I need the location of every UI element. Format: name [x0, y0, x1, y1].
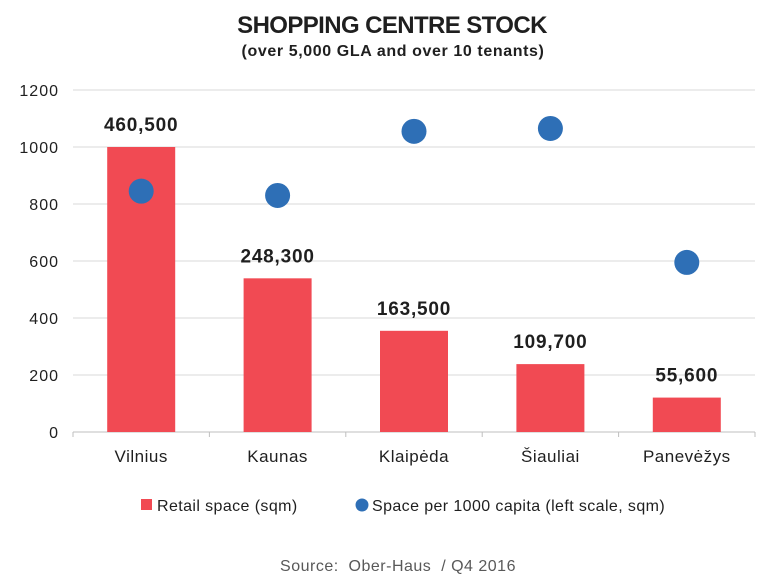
y-tick-label: 1000: [19, 140, 59, 157]
y-tick-label: 400: [29, 311, 59, 328]
data-label-panevezys: 55,600: [655, 366, 718, 387]
bar-kaunas: [243, 278, 312, 432]
dot-klaipeda: [401, 118, 427, 144]
x-axis-tick-labels: Vilnius Kaunas Klaipėda Šiauliai Panevėžys: [115, 447, 731, 466]
retail-space-bars: [107, 147, 721, 432]
chart-title: SHOPPING CENTRE STOCK: [237, 12, 548, 39]
dot-kaunas: [265, 182, 291, 208]
legend-swatch-space-per-capita: [355, 498, 369, 512]
bar-data-labels: 460,500 248,300 163,500 109,700 55,600: [104, 115, 718, 387]
y-axis-tick-labels: 0 200 400 600 800 1000 1200: [19, 83, 59, 442]
dot-vilnius: [128, 178, 154, 204]
x-tick-label-kaunas: Kaunas: [247, 447, 308, 466]
y-tick-label: 1200: [19, 83, 59, 100]
dot-siauliai: [537, 115, 563, 141]
bar-panevezys: [652, 397, 721, 432]
y-tick-label: 200: [29, 368, 59, 385]
data-label-kaunas: 248,300: [240, 246, 314, 267]
x-axis: [72, 431, 756, 437]
x-tick-label-panevezys: Panevėžys: [643, 447, 731, 466]
legend-swatch-retail-space: [141, 499, 152, 510]
legend-label-space-per-capita: Space per 1000 capita (left scale, sqm): [372, 498, 665, 515]
bar-siauliai: [516, 364, 585, 432]
space-per-capita-dots: [128, 115, 700, 275]
chart-subtitle: (over 5,000 GLA and over 10 tenants): [242, 43, 545, 60]
x-tick-label-klaipeda: Klaipėda: [379, 447, 449, 466]
data-label-vilnius: 460,500: [104, 115, 178, 136]
bar-klaipeda: [380, 330, 448, 432]
data-label-klaipeda: 163,500: [377, 299, 451, 320]
y-tick-label: 0: [49, 425, 59, 442]
y-tick-label: 600: [29, 254, 59, 271]
legend-label-retail-space: Retail space (sqm): [157, 498, 298, 515]
y-tick-label: 800: [29, 197, 59, 214]
source-note: Source: Ober-Haus / Q4 2016: [280, 558, 516, 575]
dot-panevezys: [674, 249, 700, 275]
gridlines: [73, 89, 755, 376]
legend: Retail space (sqm) Space per 1000 capita…: [141, 498, 665, 515]
x-tick-label-siauliai: Šiauliai: [521, 447, 580, 466]
x-tick-label-vilnius: Vilnius: [115, 447, 168, 466]
data-label-siauliai: 109,700: [513, 332, 587, 353]
